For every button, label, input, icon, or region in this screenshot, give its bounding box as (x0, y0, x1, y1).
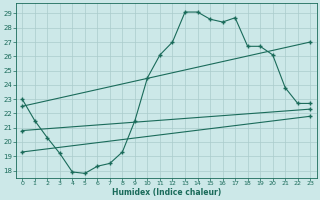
X-axis label: Humidex (Indice chaleur): Humidex (Indice chaleur) (112, 188, 221, 197)
